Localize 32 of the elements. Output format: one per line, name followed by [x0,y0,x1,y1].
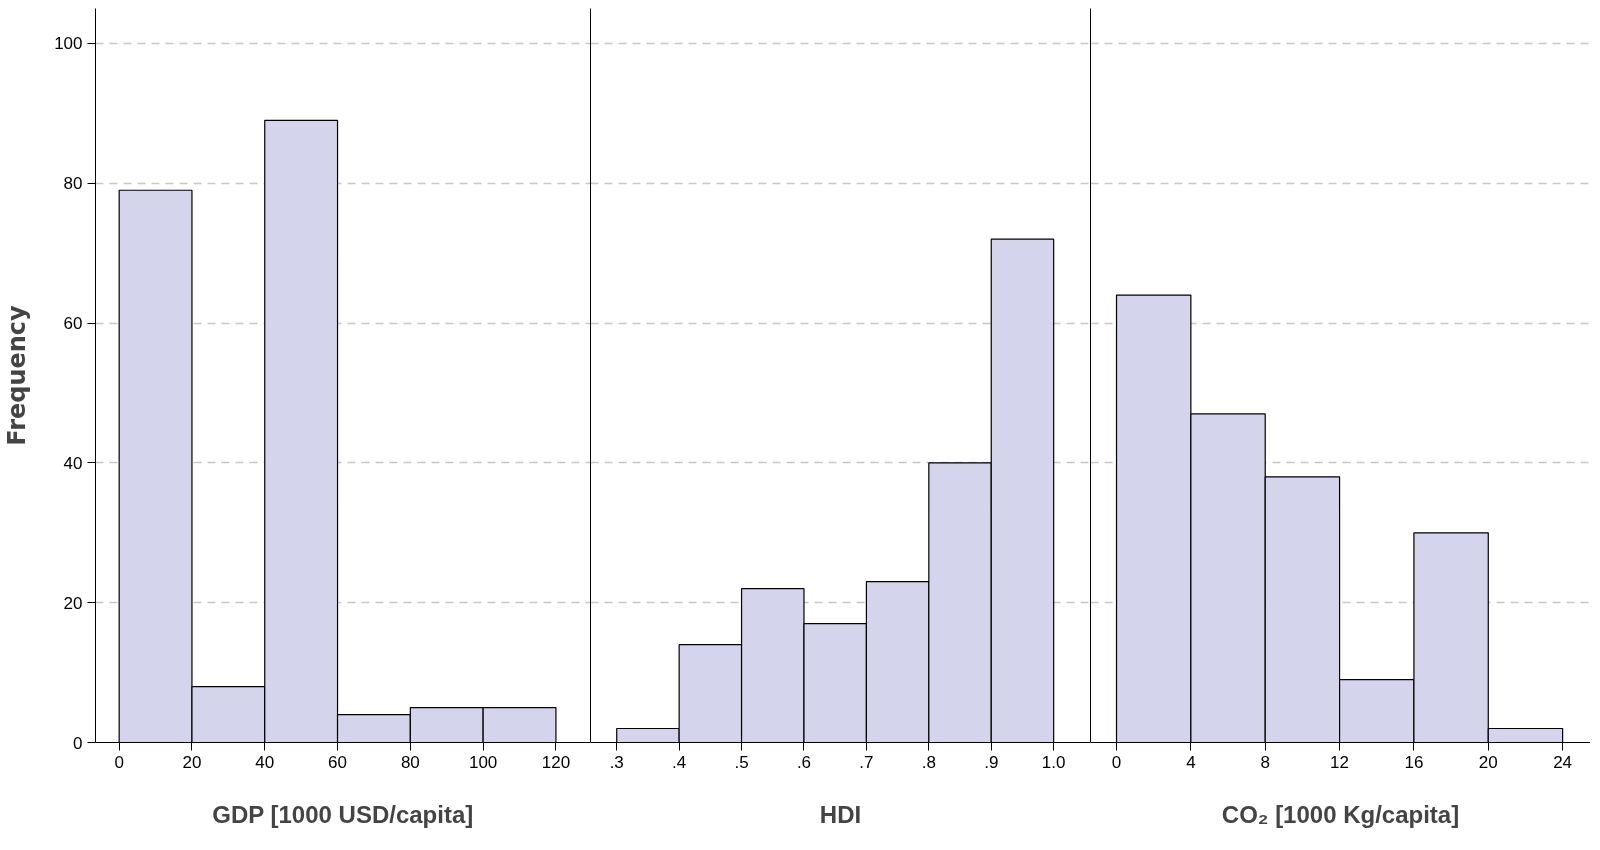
x-tick-label: .6 [796,752,812,772]
x-tick-label: .7 [859,752,874,772]
x-tick-label: .4 [672,752,687,772]
x-axis-title: GDP [1000 USD/capita] [212,800,474,828]
x-tick-label: 1.0 [1041,752,1066,772]
y-axis-title: Frequency [3,304,32,446]
x-tick-label: 24 [1553,752,1573,772]
x-tick-label: 100 [468,752,498,772]
x-tick-label: .3 [609,752,624,772]
x-tick-label: 20 [182,752,202,772]
y-tick-label: 40 [63,453,83,473]
x-tick-label: 40 [255,752,275,772]
x-tick-label: .8 [921,752,936,772]
x-tick-label: 20 [1478,752,1498,772]
x-tick-label: 8 [1260,752,1270,772]
x-tick-label: 80 [400,752,420,772]
y-tick-label: 80 [63,174,83,194]
x-tick-label: 0 [1111,752,1122,772]
x-axis-title: HDI [819,800,862,828]
y-tick-label: 60 [63,314,83,334]
x-tick-label: 60 [328,752,348,772]
x-axis-title: CO₂ [1000 Kg/capita] [1221,800,1460,828]
y-tick-label: 0 [73,733,83,753]
y-tick-label: 100 [54,34,83,54]
x-tick-label: 12 [1330,752,1350,772]
y-tick-label: 20 [63,593,83,613]
x-tick-label: 16 [1404,752,1424,772]
x-tick-label: .5 [734,752,749,772]
x-tick-label: 4 [1186,752,1196,772]
x-tick-label: .9 [984,752,999,772]
x-tick-label: 120 [541,752,571,772]
x-tick-label: 0 [114,752,124,772]
